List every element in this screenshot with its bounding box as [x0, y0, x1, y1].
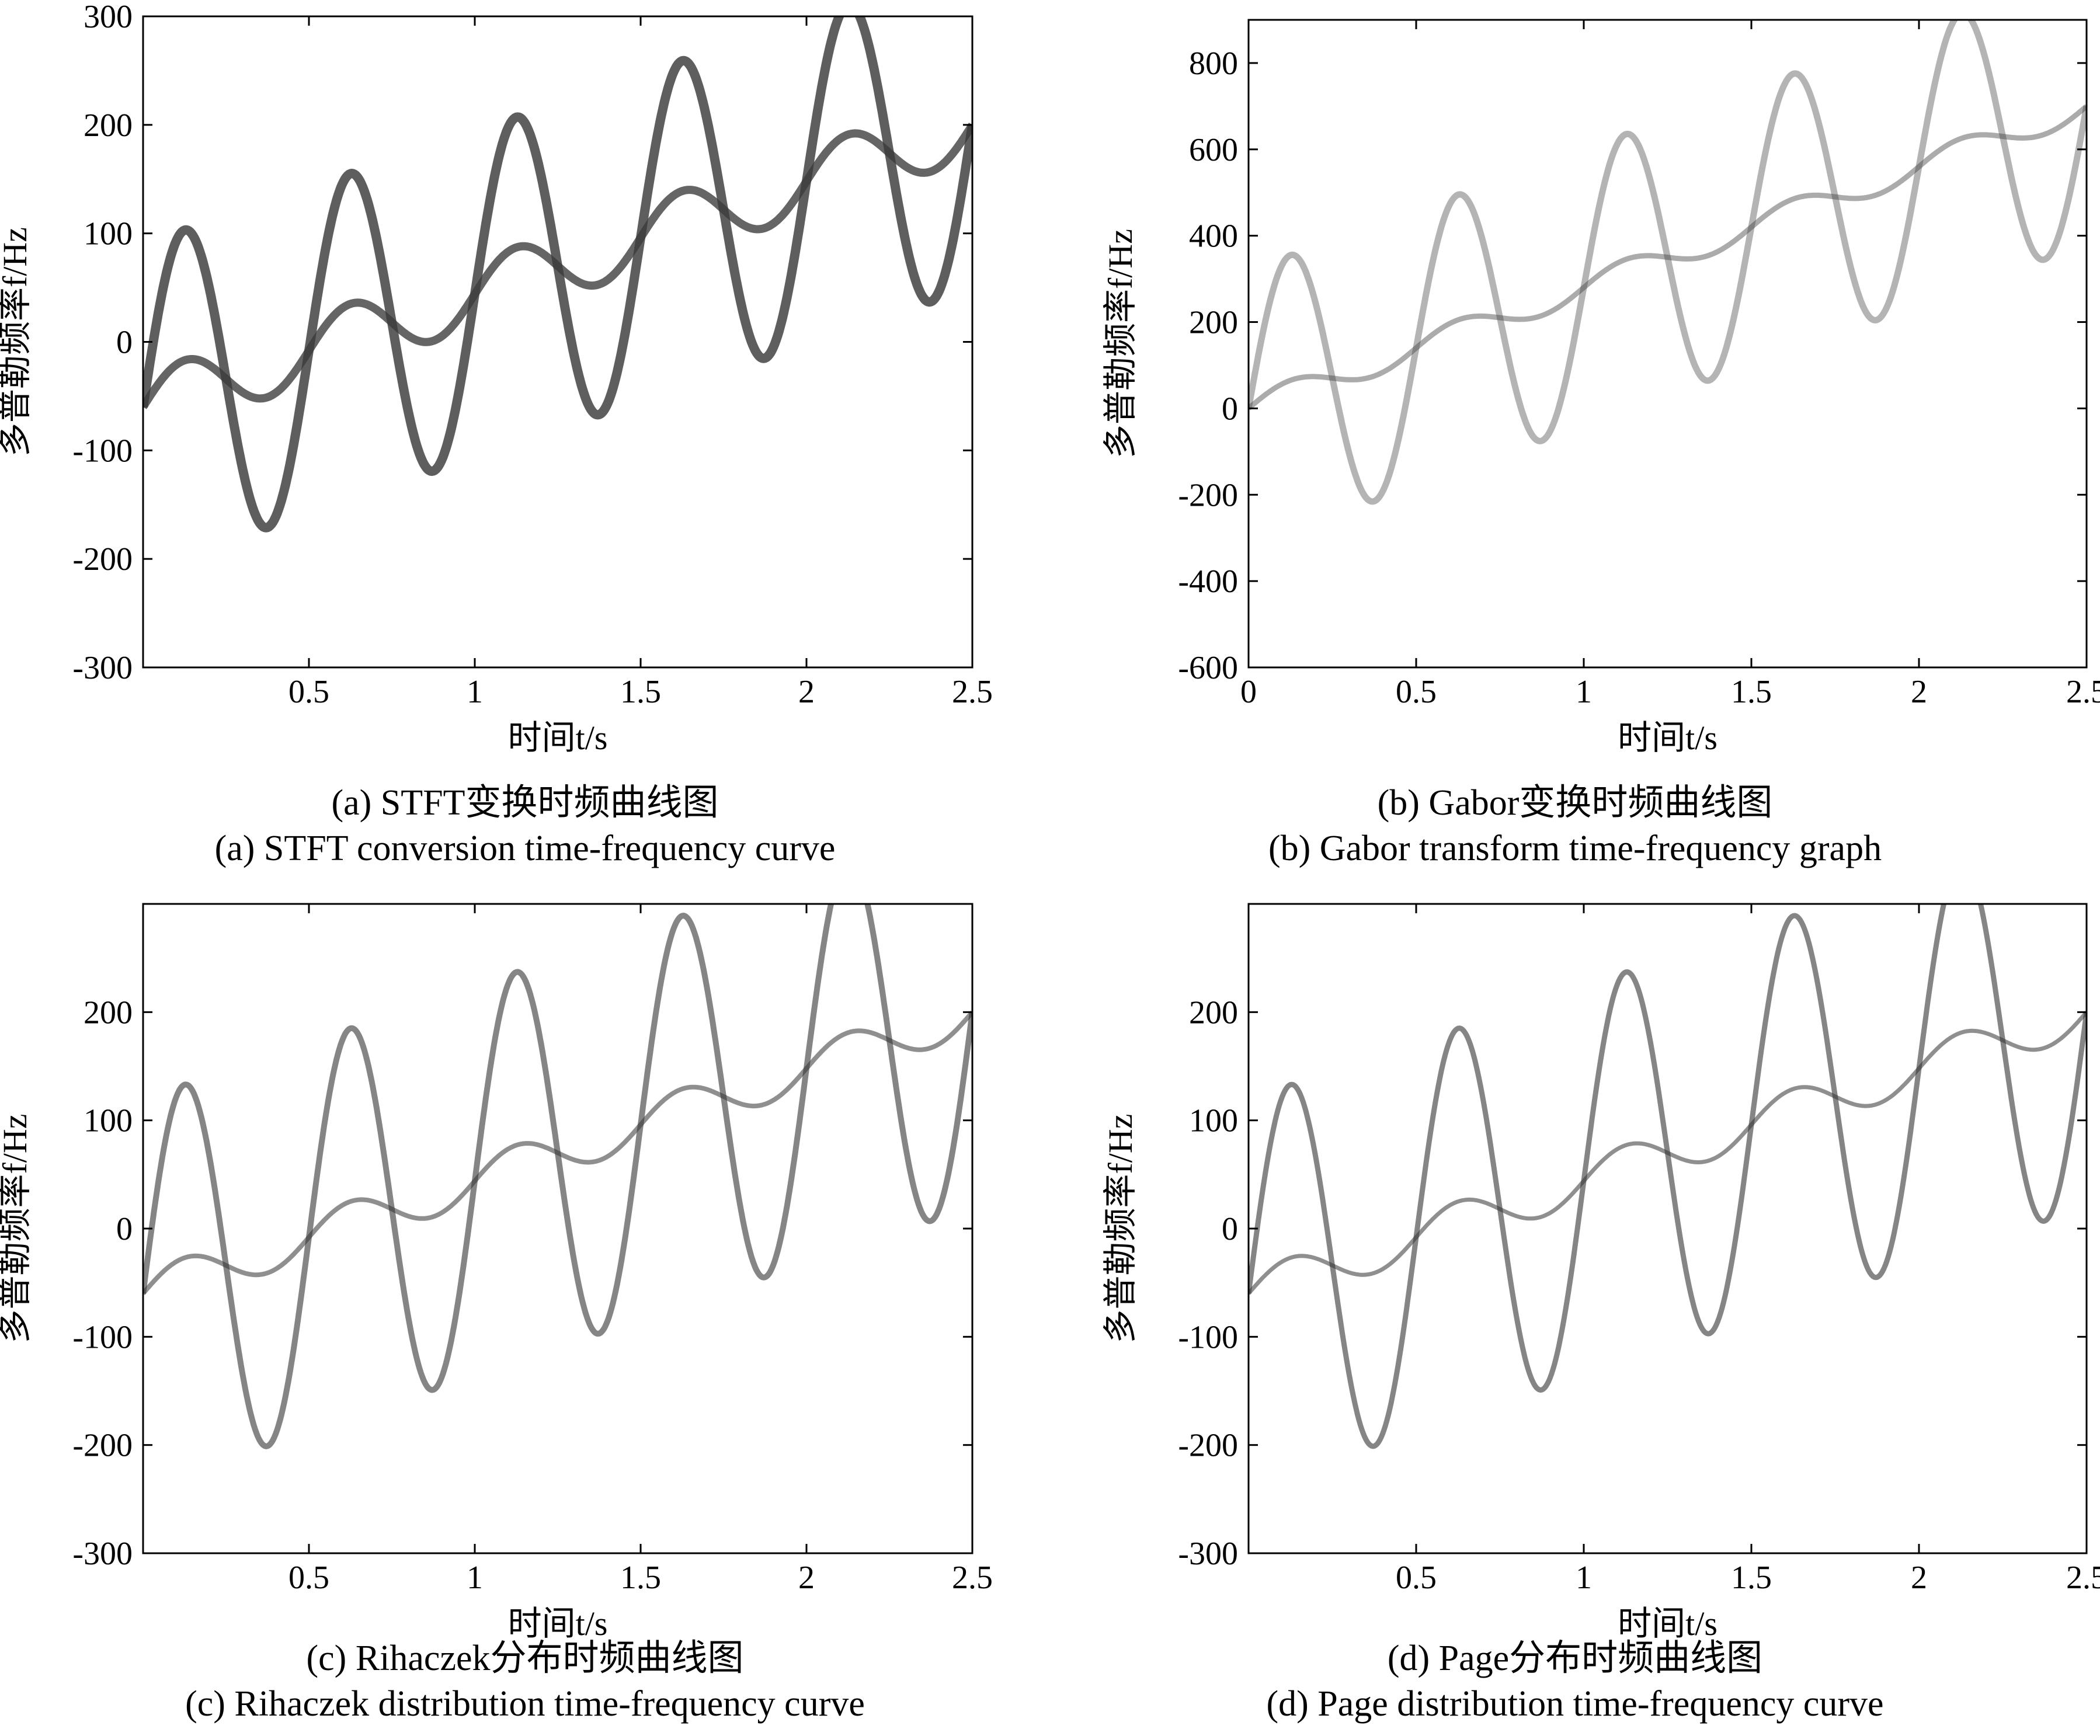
x-tick-label: 2.5: [952, 1560, 993, 1596]
y-axis-label: 多普勒频率f/Hz: [0, 1114, 34, 1343]
chart-page: 0.5 1 1.5 2 2.5 -300 -200 -100 0 100 200 时间t/s 多普勒频率…: [1101, 903, 2100, 1643]
caption-en: (d) Page distribution time-frequency cur…: [1266, 1684, 1884, 1724]
y-tick-label: 100: [1189, 1103, 1238, 1139]
caption-cn: (a) STFT变换时频曲线图: [331, 783, 719, 823]
y-axis-label: 多普勒频率f/Hz: [0, 227, 34, 457]
plot-area: [143, 16, 972, 667]
x-axis-label: 时间t/s: [508, 719, 608, 757]
x-tick-label: 0.5: [1396, 674, 1437, 710]
y-tick-label: 200: [1189, 305, 1238, 341]
chart-stft: 0.5 1 1.5 2 2.5 -300 -200 -100 0 100 200 300 时间t/s 多普…: [0, 0, 993, 757]
y-tick-label: -200: [72, 1428, 133, 1464]
y-tick-label: -300: [1178, 1536, 1238, 1572]
x-tick-label: 1.5: [620, 674, 661, 710]
curves: [143, 16, 972, 533]
y-tick-label: -300: [72, 650, 133, 686]
plot-area: [1249, 904, 2087, 1553]
caption-en: (a) STFT conversion time-frequency curve: [214, 829, 836, 868]
y-tick-label: 600: [1189, 132, 1238, 168]
x-tick-label: 0: [1240, 674, 1257, 710]
x-tick-label: 2.5: [2066, 674, 2100, 710]
y-tick-label: 400: [1189, 218, 1238, 255]
chart-rihaczek: 0.5 1 1.5 2 2.5 -300 -200 -100 0 100 200 时间t/s 多普勒频率…: [0, 903, 993, 1643]
curves: [1249, 20, 2087, 505]
series-2-curve: [1249, 904, 2087, 1449]
y-tick-label: 300: [84, 0, 133, 35]
panel-page: 0.5 1 1.5 2 2.5 -300 -200 -100 0 100 200 时间t/s 多普勒频率…: [1050, 888, 2100, 1736]
y-tick-label: 200: [1189, 994, 1238, 1031]
y-tick-label: -200: [1178, 477, 1238, 513]
series-2-curve: [143, 16, 972, 533]
x-axis-label: 时间t/s: [1618, 719, 1717, 757]
x-tick-label: 0.5: [288, 674, 329, 710]
y-tick-label: -100: [1178, 1319, 1238, 1355]
x-tick-label: 1: [1576, 674, 1592, 710]
x-tick-label: 1.5: [1731, 674, 1772, 710]
y-tick-label: -400: [1178, 563, 1238, 600]
series-2-curve: [143, 904, 972, 1449]
y-tick-label: 0: [1222, 391, 1238, 427]
y-tick-label: 100: [84, 216, 133, 252]
y-tick-label: -100: [72, 433, 133, 469]
x-tick-label: 2: [798, 1560, 815, 1596]
x-tick-label: 2: [798, 674, 815, 710]
x-tick-label: 2: [1911, 1560, 1927, 1596]
caption-en: (c) Rihaczek distribution time-frequency…: [185, 1684, 865, 1724]
y-tick-label: -600: [1178, 650, 1238, 686]
x-tick-label: 2: [1911, 674, 1927, 710]
y-tick-label: 200: [84, 107, 133, 144]
y-axis-label: 多普勒频率f/Hz: [1101, 1114, 1139, 1343]
x-tick-label: 1: [467, 1560, 483, 1596]
y-tick-label: -300: [72, 1536, 133, 1572]
caption-cn: (c) Rihaczek分布时频曲线图: [306, 1638, 744, 1678]
y-axis-label: 多普勒频率f/Hz: [1101, 229, 1139, 458]
y-tick-label: -200: [1178, 1428, 1238, 1464]
y-tick-label: 800: [1189, 46, 1238, 82]
chart-gabor: 0 0.5 1 1.5 2 2.5 -600 -400 -200 0 200 400 600 800 时间t…: [1101, 19, 2100, 757]
series-1-curve: [1249, 104, 2087, 410]
y-tick-label: 0: [116, 1211, 133, 1247]
x-tick-label: 1: [467, 674, 483, 710]
y-tick-label: 200: [84, 994, 133, 1031]
y-tick-label: 0: [116, 325, 133, 361]
x-tick-label: 0.5: [288, 1560, 329, 1596]
y-tick-label: 0: [1222, 1211, 1238, 1247]
y-tick-label: -200: [72, 541, 133, 577]
series-2-curve: [1249, 20, 2087, 505]
curves: [1249, 904, 2087, 1449]
x-tick-label: 0.5: [1396, 1560, 1437, 1596]
x-tick-label: 1.5: [1731, 1560, 1772, 1596]
plot-area: [1249, 20, 2087, 667]
caption-en: (b) Gabor transform time-frequency graph: [1268, 829, 1882, 868]
plot-area: [143, 904, 972, 1553]
x-axis-label: 时间t/s: [1618, 1605, 1717, 1643]
x-tick-label: 2.5: [2066, 1560, 2100, 1596]
caption-cn: (d) Page分布时频曲线图: [1387, 1638, 1763, 1678]
x-tick-label: 1.5: [620, 1560, 661, 1596]
curves: [143, 904, 972, 1449]
x-tick-label: 2.5: [952, 674, 993, 710]
x-axis-label: 时间t/s: [508, 1605, 608, 1643]
y-tick-label: -100: [72, 1319, 133, 1355]
panel-rihaczek: 0.5 1 1.5 2 2.5 -300 -200 -100 0 100 200 时间t/s 多普勒频率…: [0, 888, 1050, 1736]
x-tick-label: 1: [1576, 1560, 1592, 1596]
caption-cn: (b) Gabor变换时频曲线图: [1377, 783, 1773, 823]
panel-gabor: 0 0.5 1 1.5 2 2.5 -600 -400 -200 0 200 400 600 800 时间t…: [1050, 0, 2100, 888]
y-tick-label: 100: [84, 1103, 133, 1139]
panel-stft: 0.5 1 1.5 2 2.5 -300 -200 -100 0 100 200 300 时间t/s 多普…: [0, 0, 1050, 888]
plot-frame: [1247, 19, 2088, 669]
